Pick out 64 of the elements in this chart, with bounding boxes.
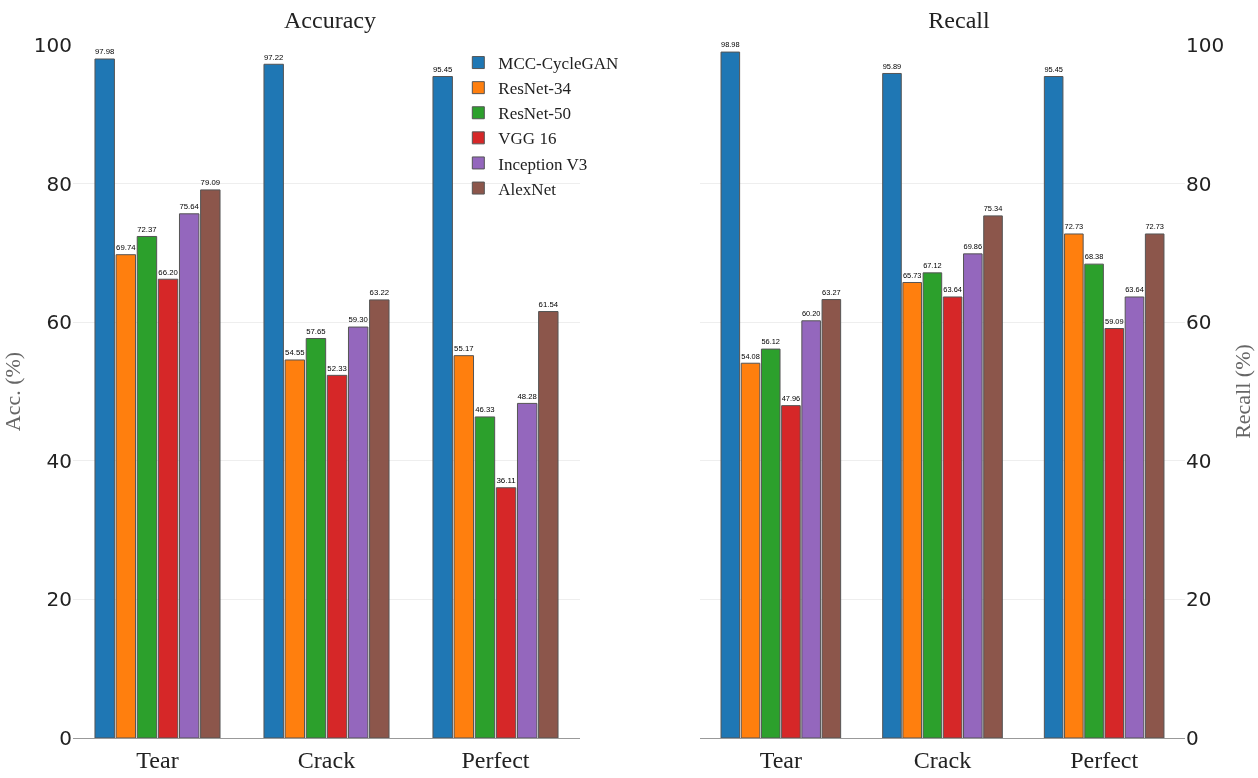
- data-label: 68.38: [1084, 252, 1104, 262]
- x-tick-label: Tear: [136, 746, 179, 773]
- data-label: 36.11: [496, 475, 517, 485]
- data-label: 98.98: [721, 40, 740, 50]
- data-label: 54.55: [285, 348, 305, 358]
- data-label: 97.22: [263, 52, 284, 62]
- data-label: 57.65: [306, 326, 326, 336]
- data-label: 63.64: [1125, 285, 1144, 295]
- data-label: 75.64: [179, 202, 200, 212]
- data-label: 97.98: [94, 47, 115, 57]
- x-tick-label: Crack: [913, 746, 972, 773]
- y2-tick-label: 40: [1186, 448, 1212, 473]
- data-label: 72.73: [1145, 222, 1164, 232]
- legend-label: AlexNet: [498, 179, 557, 199]
- y-tick-label: 100: [33, 33, 72, 57]
- y-tick-label: 80: [46, 171, 72, 196]
- x-tick-label: Crack: [297, 746, 356, 773]
- data-label: 59.09: [1105, 316, 1124, 326]
- data-label: 61.54: [538, 299, 559, 309]
- legend-label: VGG 16: [498, 129, 557, 149]
- chart-title: Accuracy: [284, 7, 376, 34]
- data-label: 63.27: [822, 287, 841, 297]
- data-label: 67.12: [923, 261, 942, 271]
- data-label: 72.37: [137, 224, 157, 234]
- data-label: 69.86: [963, 242, 983, 252]
- data-label: 59.30: [348, 315, 368, 325]
- x-tick-label: Perfect: [461, 746, 530, 773]
- y2-tick-label: 80: [1186, 171, 1212, 196]
- y2-tick-label: 0: [1186, 726, 1199, 750]
- legend-label: MCC-CycleGAN: [498, 54, 619, 74]
- y-tick-label: 0: [59, 726, 72, 750]
- data-label: 95.45: [432, 64, 453, 74]
- y2-tick-label: 20: [1186, 587, 1212, 612]
- data-label: 54.08: [741, 351, 760, 361]
- legend-label: Inception V3: [498, 154, 588, 174]
- x-tick-label: Tear: [759, 746, 802, 773]
- data-label: 95.89: [882, 61, 902, 71]
- data-label: 55.17: [454, 343, 474, 353]
- y-tick-label: 20: [46, 587, 72, 612]
- y2-tick-label: 60: [1186, 310, 1212, 335]
- data-label: 56.12: [761, 337, 780, 347]
- data-label: 60.20: [801, 309, 821, 319]
- legend-label: ResNet-34: [498, 79, 572, 99]
- y2-tick-label: 100: [1186, 33, 1225, 57]
- chart-title: Recall: [928, 7, 990, 34]
- legend-label: ResNet-50: [498, 104, 572, 124]
- data-label: 66.20: [158, 267, 178, 277]
- x-tick-label: Perfect: [1070, 746, 1139, 773]
- data-label: 46.33: [475, 405, 495, 415]
- y-tick-label: 60: [46, 310, 72, 335]
- data-label: 63.64: [943, 285, 962, 295]
- data-label: 63.22: [369, 288, 390, 298]
- data-label: 79.09: [200, 178, 221, 188]
- data-label: 72.73: [1064, 222, 1084, 232]
- data-label: 75.34: [983, 204, 1003, 214]
- y-tick-label: 40: [46, 448, 72, 473]
- y2-axis-title: Recall (%): [1230, 344, 1255, 439]
- data-label: 65.73: [902, 270, 922, 280]
- data-label: 69.74: [116, 242, 137, 252]
- data-label: 48.28: [517, 391, 537, 401]
- data-label: 95.45: [1044, 64, 1063, 74]
- data-label: 52.33: [327, 363, 347, 373]
- y-axis-title: Acc. (%): [0, 351, 25, 432]
- data-label: 47.96: [781, 393, 801, 403]
